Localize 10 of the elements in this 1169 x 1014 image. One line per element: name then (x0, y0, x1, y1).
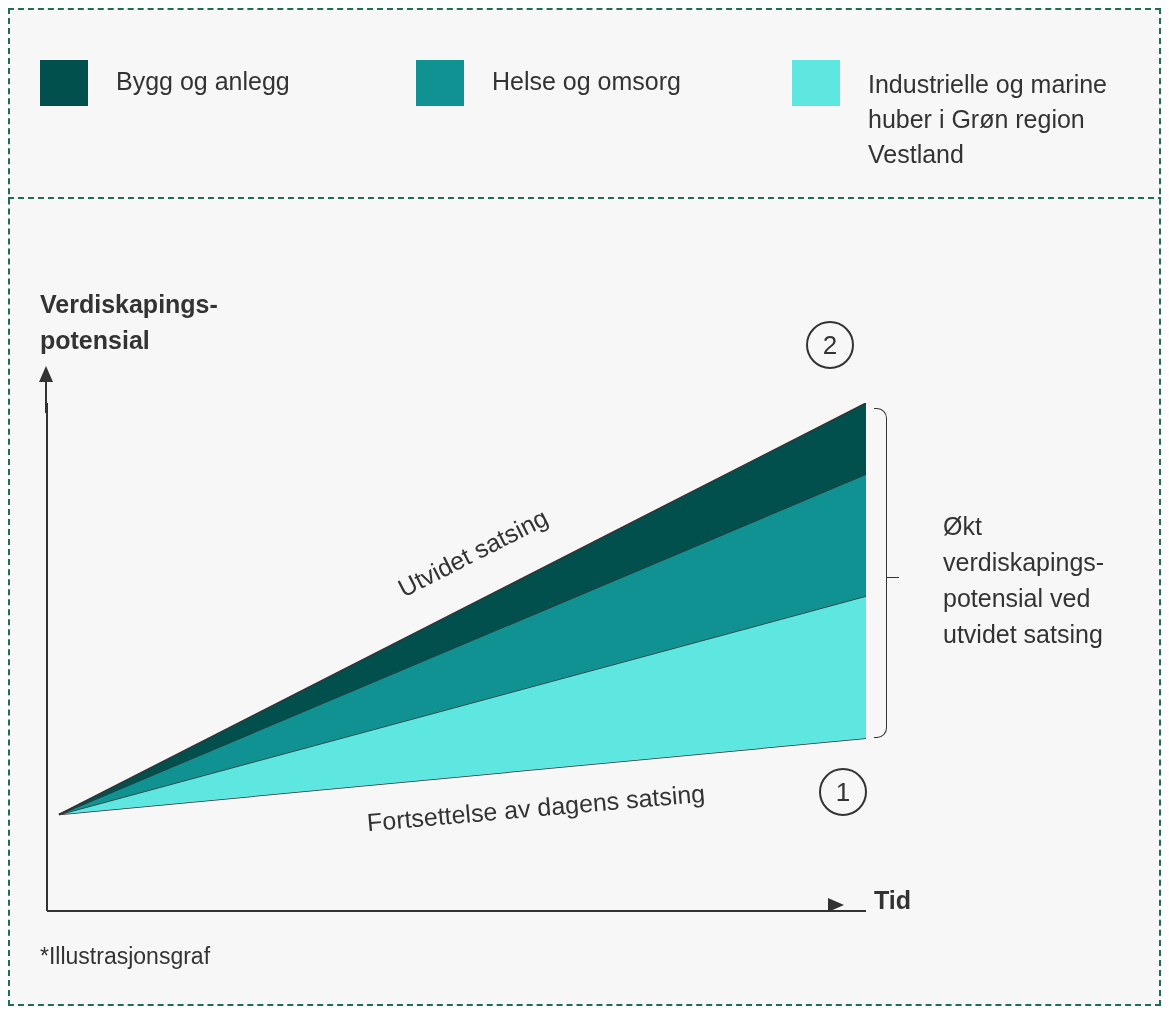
text: *Illustrasjonsgraf (40, 943, 211, 969)
annotation: Økt verdiskapings-potensial ved utvidet satsing (943, 512, 1105, 648)
annotation: 1 (835, 776, 851, 808)
legend-label: Industrielle og marine huber i Grøn region Vestland (868, 70, 1108, 168)
y-axis-title: Verdiskapings-potensial (40, 290, 218, 354)
legend-label: Bygg og anlegg (116, 67, 290, 95)
x-axis-title: Tid (874, 886, 912, 914)
text: 2 (822, 329, 838, 361)
legend-label: Helse og omsorg (492, 67, 681, 95)
annotation: Fortsettelse av dagens satsing (365, 778, 707, 837)
